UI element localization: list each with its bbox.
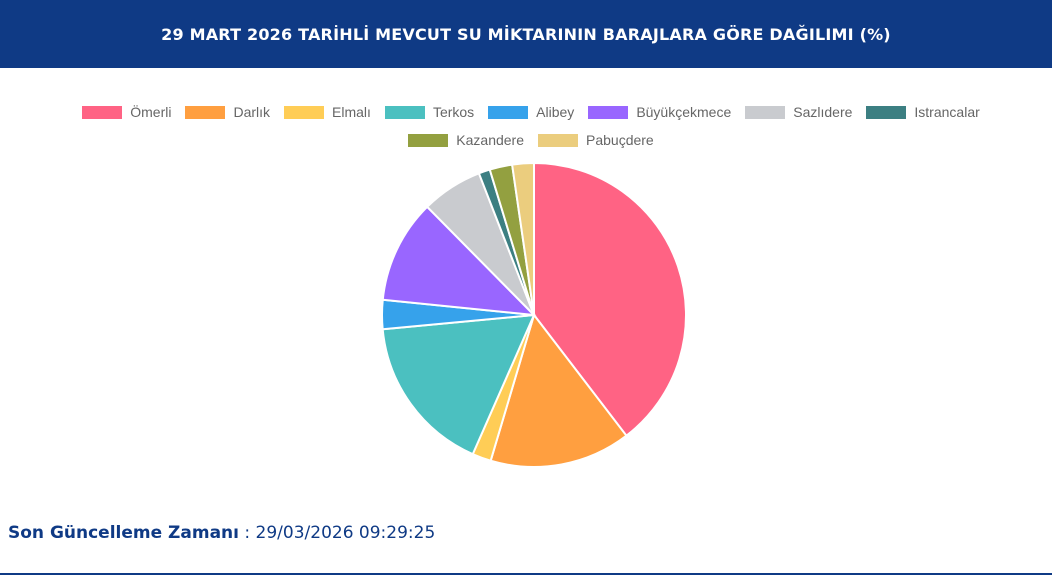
legend-label: Elmalı bbox=[332, 104, 371, 120]
legend-swatch bbox=[866, 105, 907, 119]
legend-item[interactable]: Pabuçdere bbox=[538, 130, 654, 150]
last-update: Son Güncelleme Zamanı : 29/03/2026 09:29… bbox=[8, 523, 435, 543]
legend-swatch bbox=[185, 105, 226, 119]
legend-label: Alibey bbox=[536, 104, 575, 120]
legend-swatch bbox=[745, 105, 786, 119]
legend-label: Kazandere bbox=[456, 132, 524, 148]
header-bar: 29 MART 2026 TARİHLİ MEVCUT SU MİKTARINI… bbox=[0, 0, 1052, 68]
last-update-value: 29/03/2026 09:29:25 bbox=[255, 523, 436, 543]
legend-item[interactable]: Büyükçekmece bbox=[588, 102, 731, 122]
legend-label: Istrancalar bbox=[914, 104, 980, 120]
last-update-separator: : bbox=[238, 523, 256, 543]
pie-slice-darlık[interactable] bbox=[489, 312, 628, 468]
legend-item[interactable]: Darlık bbox=[185, 102, 270, 122]
pie-slice-pabuçdere[interactable] bbox=[510, 161, 535, 316]
chart-legend: Ömerli Darlık Elmalı Terkos Alibey Büyükçekme… bbox=[26, 102, 1036, 150]
pie-slice-ömerli[interactable] bbox=[533, 161, 687, 438]
legend-item[interactable]: Kazandere bbox=[408, 130, 524, 150]
last-update-label: Son Güncelleme Zamanı bbox=[8, 523, 239, 543]
legend-swatch bbox=[588, 105, 629, 119]
legend-swatch bbox=[538, 133, 578, 147]
legend-label: Darlık bbox=[233, 104, 271, 120]
legend-label: Sazlıdere bbox=[793, 104, 853, 120]
legend-item[interactable]: Alibey bbox=[488, 102, 574, 122]
legend-item[interactable]: Terkos bbox=[384, 102, 475, 122]
pie-slice-büyükçekmece[interactable] bbox=[381, 205, 537, 317]
bottom-divider bbox=[0, 573, 1052, 575]
legend-label: Pabuçdere bbox=[586, 132, 654, 148]
legend-item[interactable]: Istrancalar bbox=[866, 102, 980, 122]
legend-label: Ömerli bbox=[130, 104, 172, 120]
legend-swatch bbox=[488, 105, 529, 119]
legend-item[interactable]: Ömerli bbox=[82, 102, 171, 122]
legend-item[interactable]: Sazlıdere bbox=[745, 102, 852, 122]
legend-swatch bbox=[408, 133, 449, 147]
legend-swatch bbox=[284, 105, 325, 119]
page-title: 29 MART 2026 TARİHLİ MEVCUT SU MİKTARINI… bbox=[161, 24, 891, 44]
legend-label: Büyükçekmece bbox=[636, 104, 732, 120]
legend-label: Terkos bbox=[432, 104, 475, 120]
legend-item[interactable]: Elmalı bbox=[284, 102, 371, 122]
pie-slice-terkos[interactable] bbox=[381, 313, 536, 456]
legend-swatch bbox=[82, 105, 123, 119]
legend-swatch bbox=[384, 105, 425, 119]
